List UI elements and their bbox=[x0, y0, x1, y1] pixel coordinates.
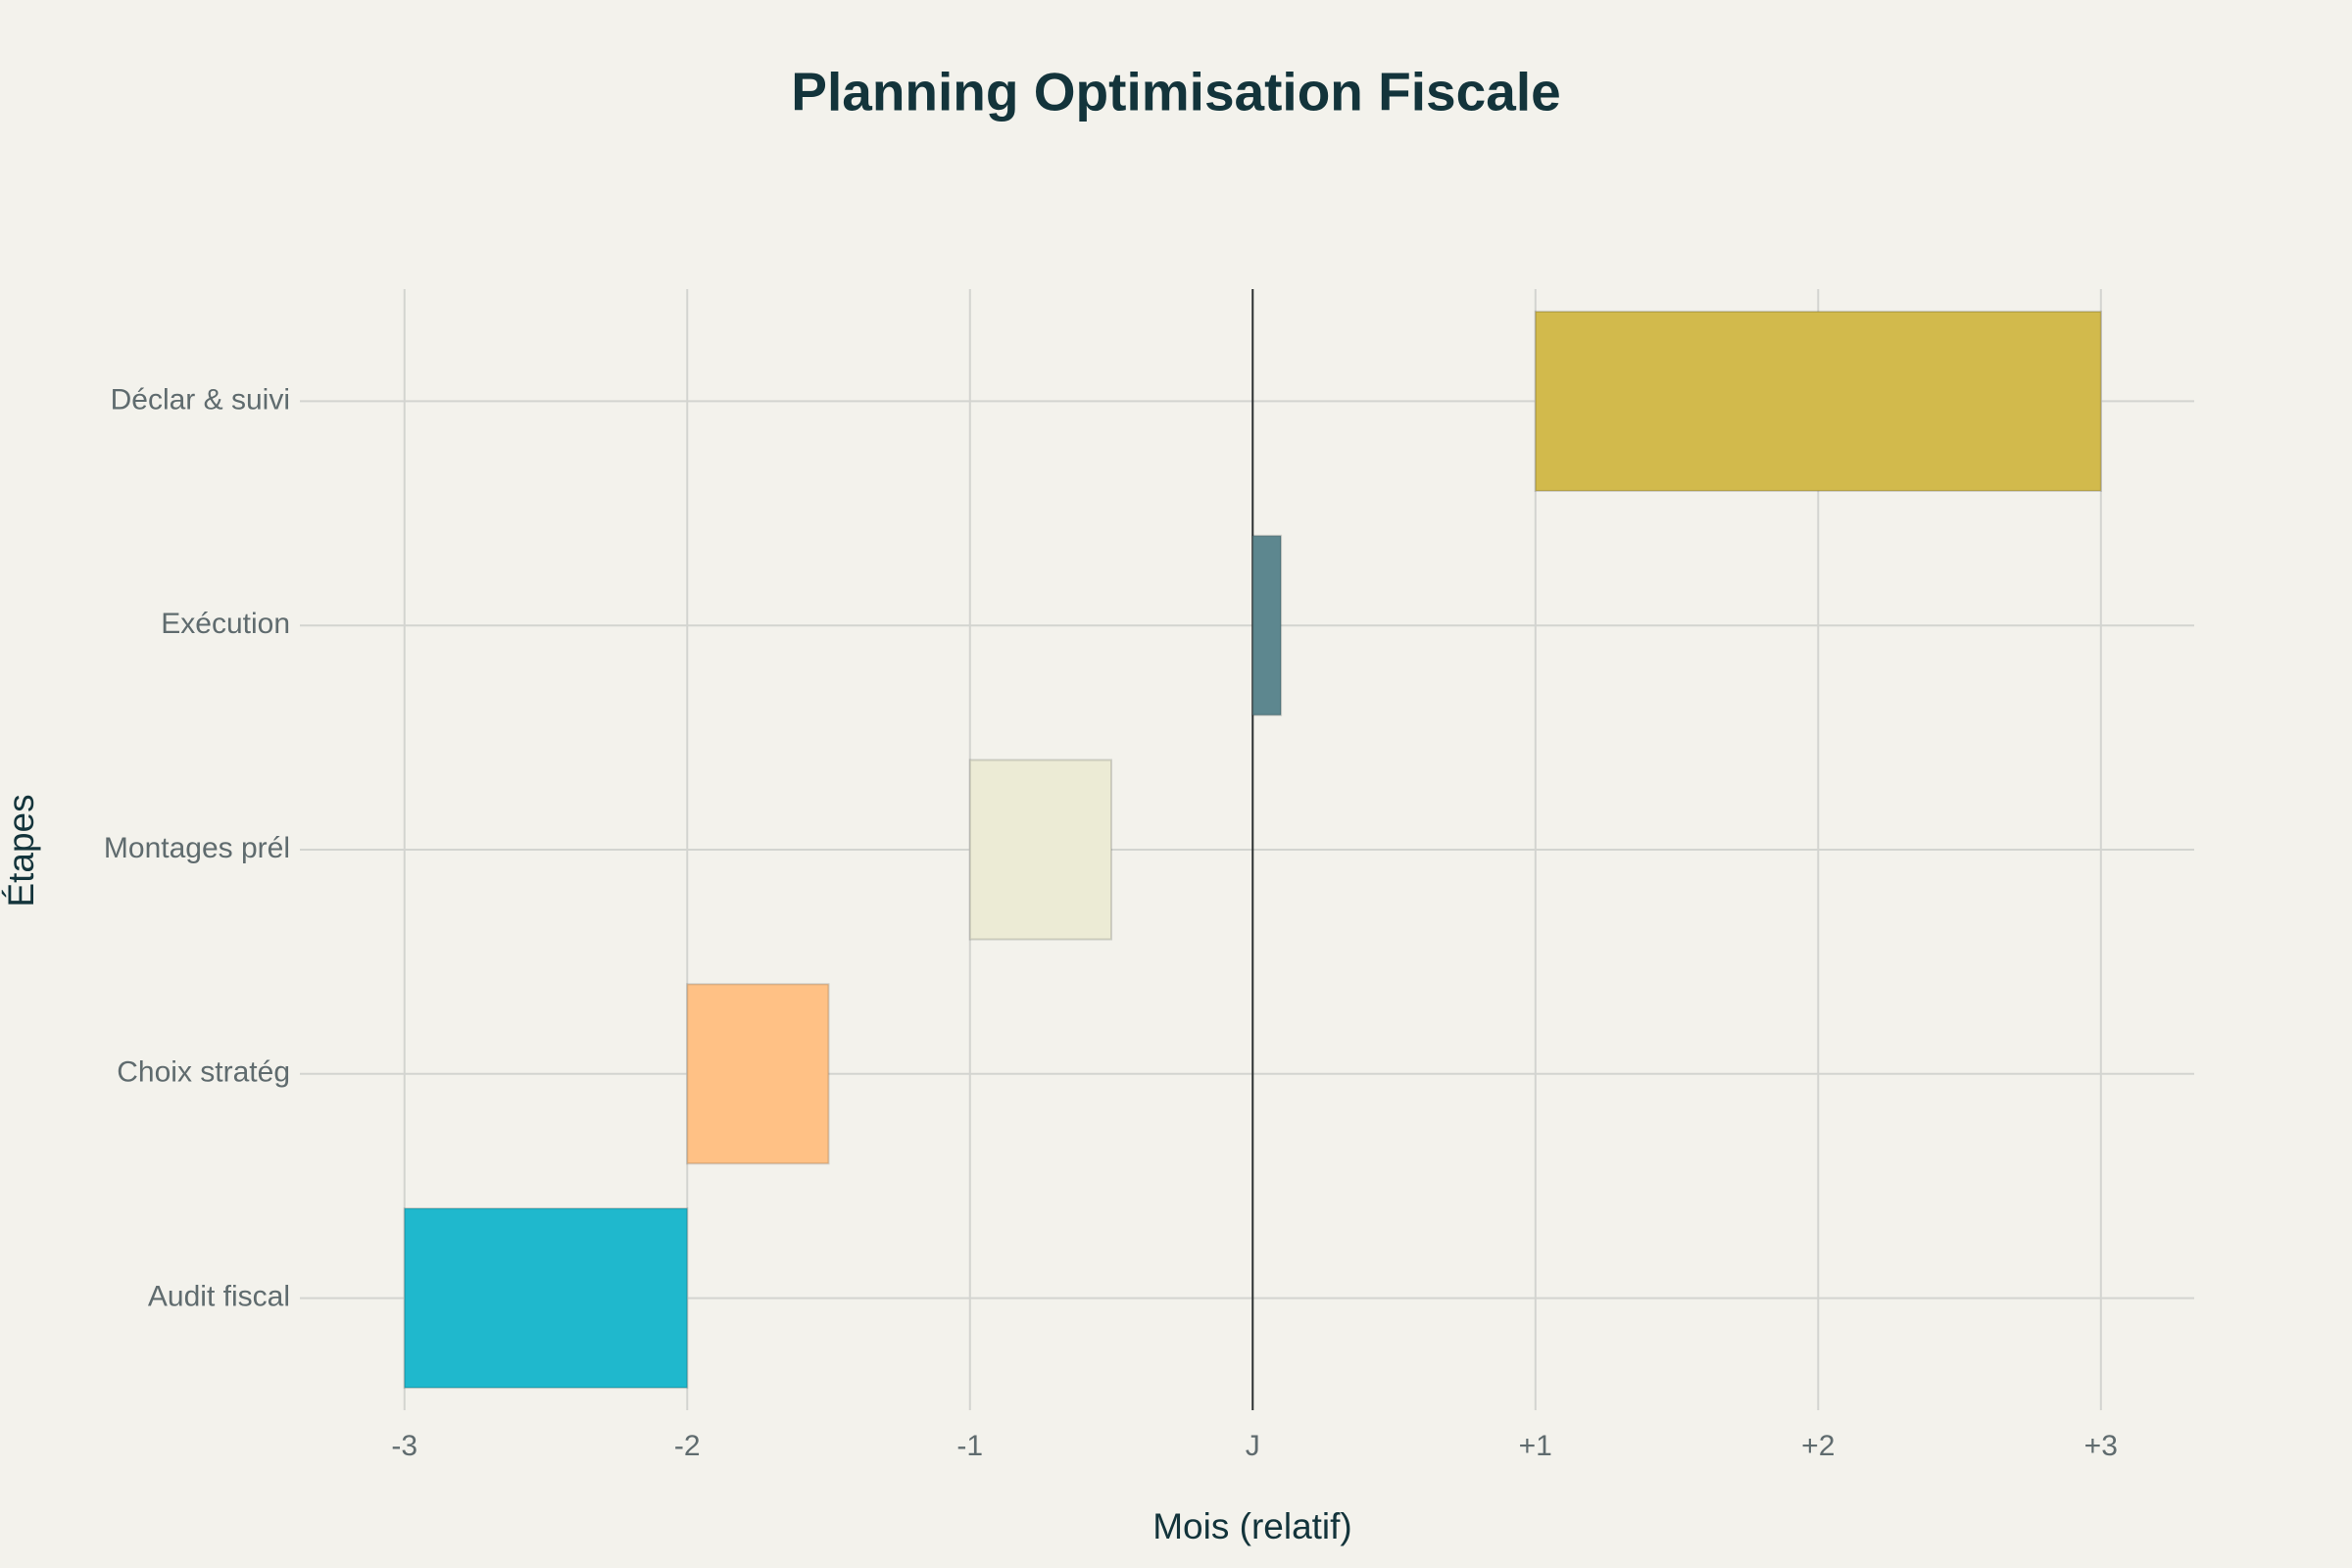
bar bbox=[1251, 534, 1283, 716]
x-axis-title: Mois (relatif) bbox=[1152, 1506, 1352, 1546]
y-tick-label: Déclar & suivi bbox=[111, 383, 290, 416]
x-tick-label: J bbox=[1246, 1430, 1260, 1462]
x-tick-label: +3 bbox=[2084, 1430, 2118, 1462]
y-tick-label: Exécution bbox=[161, 608, 290, 640]
y-tick-label: Choix stratég bbox=[117, 1056, 290, 1089]
bar bbox=[403, 1207, 689, 1390]
y-tick-label: Montages prél bbox=[104, 832, 290, 864]
bar bbox=[686, 983, 830, 1165]
x-tick-label: +2 bbox=[1801, 1430, 1835, 1462]
chart-title: Planning Optimisation Fiscale bbox=[791, 62, 1560, 122]
y-axis-title: Étapes bbox=[1, 794, 41, 906]
x-tick-label: -1 bbox=[956, 1430, 983, 1462]
x-tick-label: -3 bbox=[391, 1430, 417, 1462]
bar bbox=[968, 759, 1113, 941]
bar bbox=[1534, 310, 2102, 492]
y-tick-label: Audit fiscal bbox=[148, 1281, 290, 1313]
x-tick-label: -2 bbox=[674, 1430, 701, 1462]
x-tick-label: +1 bbox=[1519, 1430, 1552, 1462]
